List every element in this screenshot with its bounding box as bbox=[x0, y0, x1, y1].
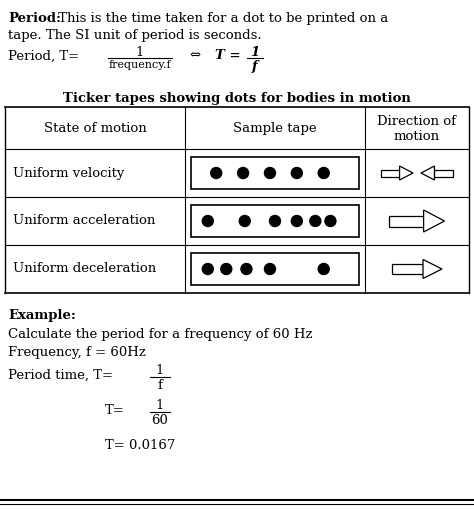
Text: Period time, T=: Period time, T= bbox=[8, 369, 113, 382]
Text: Uniform deceleration: Uniform deceleration bbox=[13, 263, 156, 275]
Bar bbox=[392, 264, 423, 274]
Circle shape bbox=[318, 167, 329, 179]
Text: tape. The SI unit of period is seconds.: tape. The SI unit of period is seconds. bbox=[8, 29, 262, 42]
Circle shape bbox=[241, 264, 252, 274]
Bar bbox=[191, 157, 359, 189]
Polygon shape bbox=[421, 166, 435, 180]
Circle shape bbox=[221, 264, 232, 274]
Text: ⇔: ⇔ bbox=[190, 48, 201, 62]
Text: State of motion: State of motion bbox=[44, 122, 146, 134]
Text: Period:: Period: bbox=[8, 12, 61, 25]
Text: Calculate the period for a frequency of 60 Hz: Calculate the period for a frequency of … bbox=[8, 328, 312, 341]
Polygon shape bbox=[424, 210, 445, 232]
Circle shape bbox=[292, 215, 302, 227]
Polygon shape bbox=[400, 166, 413, 180]
Circle shape bbox=[202, 264, 213, 274]
Circle shape bbox=[202, 215, 213, 227]
Text: Frequency, f = 60Hz: Frequency, f = 60Hz bbox=[8, 346, 146, 359]
Bar bbox=[381, 169, 400, 177]
Circle shape bbox=[318, 264, 329, 274]
Circle shape bbox=[270, 215, 281, 227]
Bar bbox=[390, 215, 424, 227]
Circle shape bbox=[239, 215, 250, 227]
Text: Uniform acceleration: Uniform acceleration bbox=[13, 214, 155, 228]
Text: 60: 60 bbox=[152, 414, 168, 427]
Circle shape bbox=[211, 167, 222, 179]
Circle shape bbox=[325, 215, 336, 227]
Text: Ticker tapes showing dots for bodies in motion: Ticker tapes showing dots for bodies in … bbox=[63, 92, 411, 105]
Polygon shape bbox=[423, 260, 442, 278]
Circle shape bbox=[264, 264, 275, 274]
Text: Period, T=: Period, T= bbox=[8, 50, 79, 63]
Text: Example:: Example: bbox=[8, 309, 76, 322]
Circle shape bbox=[310, 215, 321, 227]
Text: f: f bbox=[157, 379, 163, 392]
Text: T =: T = bbox=[215, 48, 245, 62]
Text: Uniform velocity: Uniform velocity bbox=[13, 166, 124, 180]
Circle shape bbox=[292, 167, 302, 179]
Text: T=: T= bbox=[105, 404, 125, 417]
Text: Direction of: Direction of bbox=[377, 115, 456, 127]
Text: Sample tape: Sample tape bbox=[233, 122, 317, 134]
Bar bbox=[435, 169, 453, 177]
Text: 1: 1 bbox=[136, 46, 144, 59]
Bar bbox=[191, 253, 359, 285]
Text: 1: 1 bbox=[250, 46, 260, 59]
Circle shape bbox=[264, 167, 275, 179]
Circle shape bbox=[237, 167, 248, 179]
Text: 1: 1 bbox=[156, 399, 164, 412]
Text: This is the time taken for a dot to be printed on a: This is the time taken for a dot to be p… bbox=[54, 12, 388, 25]
Text: motion: motion bbox=[394, 129, 440, 143]
Text: frequency.f: frequency.f bbox=[109, 60, 171, 70]
Text: T= 0.0167: T= 0.0167 bbox=[105, 439, 175, 452]
Text: f: f bbox=[252, 60, 258, 73]
Bar bbox=[191, 205, 359, 237]
Text: 1: 1 bbox=[156, 364, 164, 377]
